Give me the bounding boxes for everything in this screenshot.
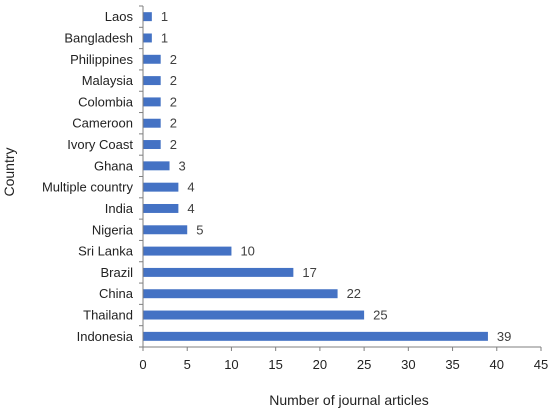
bar bbox=[143, 225, 188, 235]
category-label: Ivory Coast bbox=[67, 137, 133, 152]
x-tick-label: 15 bbox=[268, 357, 282, 372]
x-tick-label: 45 bbox=[534, 357, 548, 372]
data-label: 5 bbox=[196, 222, 203, 237]
bar bbox=[143, 161, 170, 171]
category-label: Colombia bbox=[78, 94, 134, 109]
bar bbox=[143, 182, 179, 192]
category-label: Nigeria bbox=[92, 222, 134, 237]
bar bbox=[143, 118, 161, 128]
category-label: Bangladesh bbox=[64, 30, 133, 45]
category-label: Cameroon bbox=[72, 116, 133, 131]
bar bbox=[143, 310, 365, 320]
data-label: 3 bbox=[179, 158, 186, 173]
x-tick-label: 0 bbox=[139, 357, 146, 372]
category-label: Laos bbox=[105, 9, 134, 24]
category-label: Brazil bbox=[100, 265, 133, 280]
bar bbox=[143, 12, 152, 22]
data-label: 1 bbox=[161, 30, 168, 45]
data-label: 4 bbox=[187, 180, 194, 195]
category-label: Ghana bbox=[94, 158, 134, 173]
data-label: 22 bbox=[347, 286, 361, 301]
data-label: 17 bbox=[302, 265, 316, 280]
bar bbox=[143, 289, 338, 299]
x-tick-label: 10 bbox=[224, 357, 238, 372]
category-label: Thailand bbox=[83, 308, 133, 323]
x-axis-title: Number of journal articles bbox=[269, 392, 429, 408]
plot-area: Laos 1 Bangladesh 1 Philippines 2 Malaysia 2 Col… bbox=[42, 5, 548, 372]
category-label: Philippines bbox=[70, 52, 133, 67]
data-label: 25 bbox=[373, 308, 387, 323]
category-label: Malaysia bbox=[82, 73, 134, 88]
bar bbox=[143, 203, 179, 213]
x-tick-label: 35 bbox=[445, 357, 459, 372]
category-label: India bbox=[105, 201, 134, 216]
data-label: 4 bbox=[187, 201, 194, 216]
data-label: 2 bbox=[170, 94, 177, 109]
bar bbox=[143, 246, 232, 256]
data-label: 1 bbox=[161, 9, 168, 24]
bar bbox=[143, 97, 161, 107]
bar bbox=[143, 331, 488, 341]
data-label: 39 bbox=[497, 329, 511, 344]
category-label: Multiple country bbox=[42, 180, 134, 195]
bar bbox=[143, 33, 152, 43]
bar bbox=[143, 54, 161, 64]
data-label: 2 bbox=[170, 73, 177, 88]
category-label: Indonesia bbox=[77, 329, 134, 344]
data-label: 10 bbox=[240, 244, 254, 259]
data-label: 2 bbox=[170, 52, 177, 67]
data-label: 2 bbox=[170, 116, 177, 131]
data-label: 2 bbox=[170, 137, 177, 152]
x-tick-label: 25 bbox=[357, 357, 371, 372]
x-tick-label: 40 bbox=[490, 357, 504, 372]
bar bbox=[143, 267, 294, 277]
bar bbox=[143, 76, 161, 86]
x-tick-label: 5 bbox=[184, 357, 191, 372]
bar bbox=[143, 140, 161, 150]
x-tick-label: 20 bbox=[313, 357, 327, 372]
category-label: China bbox=[99, 286, 134, 301]
y-axis-title: Country bbox=[1, 147, 17, 196]
x-tick-label: 30 bbox=[401, 357, 415, 372]
category-label: Sri Lanka bbox=[78, 244, 134, 259]
